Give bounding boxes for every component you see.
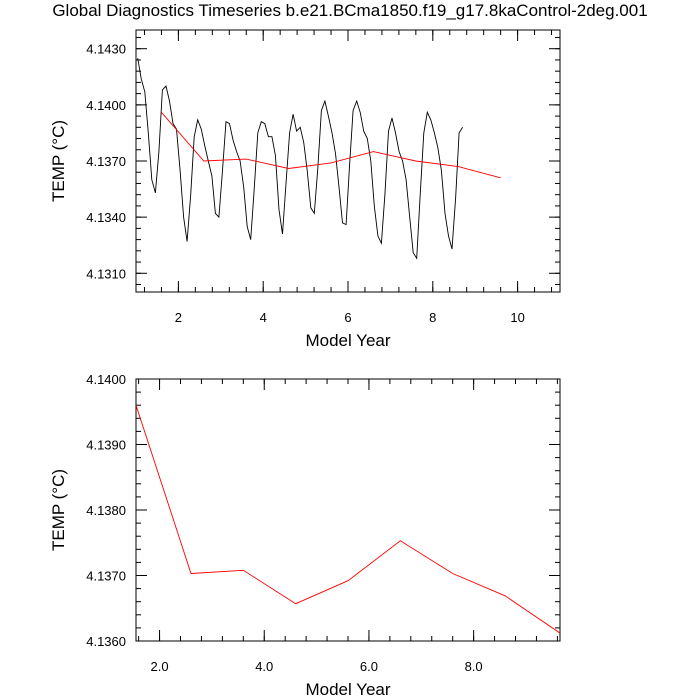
y-axis-label: TEMP (°C)	[49, 120, 68, 202]
y-tick-label: 4.1360	[86, 634, 126, 649]
x-axis-label: Model Year	[305, 331, 390, 350]
y-tick-label: 4.1430	[86, 42, 126, 57]
y-tick-label: 4.1340	[86, 210, 126, 225]
top-panel: 2 4 6 8 10 4.1310 4.1340 4.1370 4.1400 4.1430 Mode…	[49, 29, 561, 350]
y-tick-label: 4.1370	[86, 569, 126, 584]
y-tick-label: 4.1380	[86, 503, 126, 518]
y-tick-label: 4.1310	[86, 266, 126, 281]
y-axis-label: TEMP (°C)	[49, 469, 68, 551]
x-tick-label: 6	[344, 310, 351, 325]
x-tick-label: 8	[429, 310, 436, 325]
x-tick-label: 2	[175, 310, 182, 325]
x-axis-label: Model Year	[305, 680, 390, 699]
x-tick-label: 8.0	[465, 659, 483, 674]
figure-title: Global Diagnostics Timeseries b.e21.BCma…	[52, 1, 648, 20]
x-tick-label: 6.0	[360, 659, 378, 674]
x-tick-label: 4	[260, 310, 267, 325]
plot-frame	[135, 29, 561, 293]
y-tick-label: 4.1370	[86, 154, 126, 169]
x-tick-label: 10	[510, 310, 524, 325]
annual-mean-temp-line	[136, 405, 560, 634]
y-tick-label: 4.1400	[86, 98, 126, 113]
x-tick-label: 2.0	[151, 659, 169, 674]
monthly-temp-line	[137, 58, 463, 260]
plot-frame	[135, 378, 561, 642]
y-tick-label: 4.1390	[86, 438, 126, 453]
x-tick-label: 4.0	[255, 659, 273, 674]
y-tick-label: 4.1400	[86, 372, 126, 387]
bottom-panel: 2.0 4.0 6.0 8.0 4.1360 4.1370 4.1380 4.1390 4.14…	[49, 372, 561, 699]
annual-mean-temp-line	[161, 112, 501, 179]
